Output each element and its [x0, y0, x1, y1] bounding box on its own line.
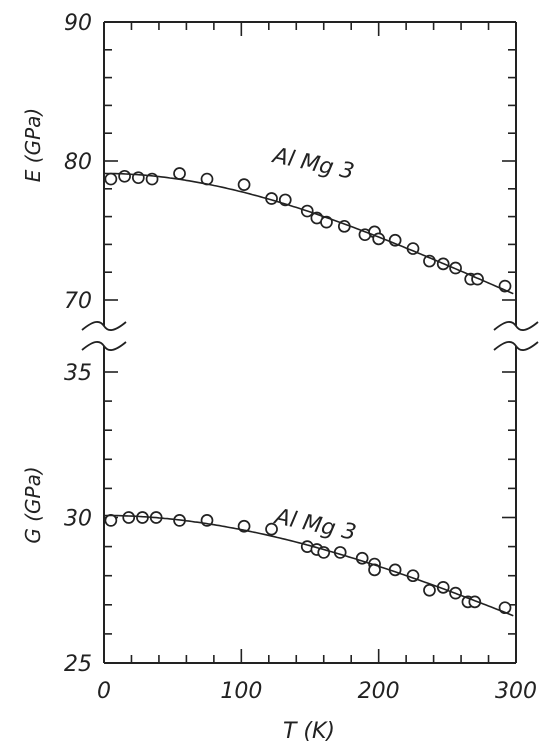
upper-y-tick-label: 70: [64, 289, 92, 314]
upper-y-axis-label: E (GPa): [21, 108, 45, 182]
e-modulus-point: [118, 169, 131, 183]
plot-frame: [81, 21, 539, 664]
x-tick-label: 100: [220, 679, 262, 704]
e-modulus-point: [173, 167, 186, 180]
right-break-marker-top: [493, 321, 539, 331]
x-tick-label: 200: [358, 679, 400, 704]
fit-curves: [103, 172, 514, 617]
e-modulus-point: [237, 178, 251, 191]
upper-series-annotation: Al Mg 3: [269, 143, 356, 185]
upper-panel-points: [104, 167, 512, 293]
lower-y-tick-label: 30: [64, 507, 92, 532]
g-modulus-fit-curve: [104, 514, 514, 617]
lower-panel-ticks: 25 30 35 0 100 200 300: [64, 361, 537, 704]
left-break-marker-bottom: [81, 341, 127, 351]
upper-panel-ticks: 70 80 90: [64, 11, 517, 314]
right-break-marker-bottom: [493, 341, 539, 351]
lower-y-tick-label: 25: [64, 652, 92, 677]
e-modulus-point: [104, 172, 118, 186]
lower-y-tick-label: 35: [64, 361, 92, 386]
e-modulus-fit-curve: [103, 172, 514, 295]
upper-y-tick-label: 80: [64, 150, 92, 175]
g-modulus-point: [423, 583, 436, 597]
x-tick-label: 300: [495, 679, 537, 704]
g-modulus-point: [104, 514, 118, 527]
left-break-marker-top: [81, 321, 127, 331]
lower-y-axis-label: G (GPa): [21, 466, 45, 543]
upper-y-tick-label: 90: [64, 11, 92, 36]
e-modulus-point: [320, 215, 333, 229]
x-tick-label: 0: [97, 679, 111, 704]
g-modulus-point: [122, 511, 136, 524]
g-modulus-point: [265, 522, 278, 536]
x-axis-label: T (K): [283, 719, 335, 744]
